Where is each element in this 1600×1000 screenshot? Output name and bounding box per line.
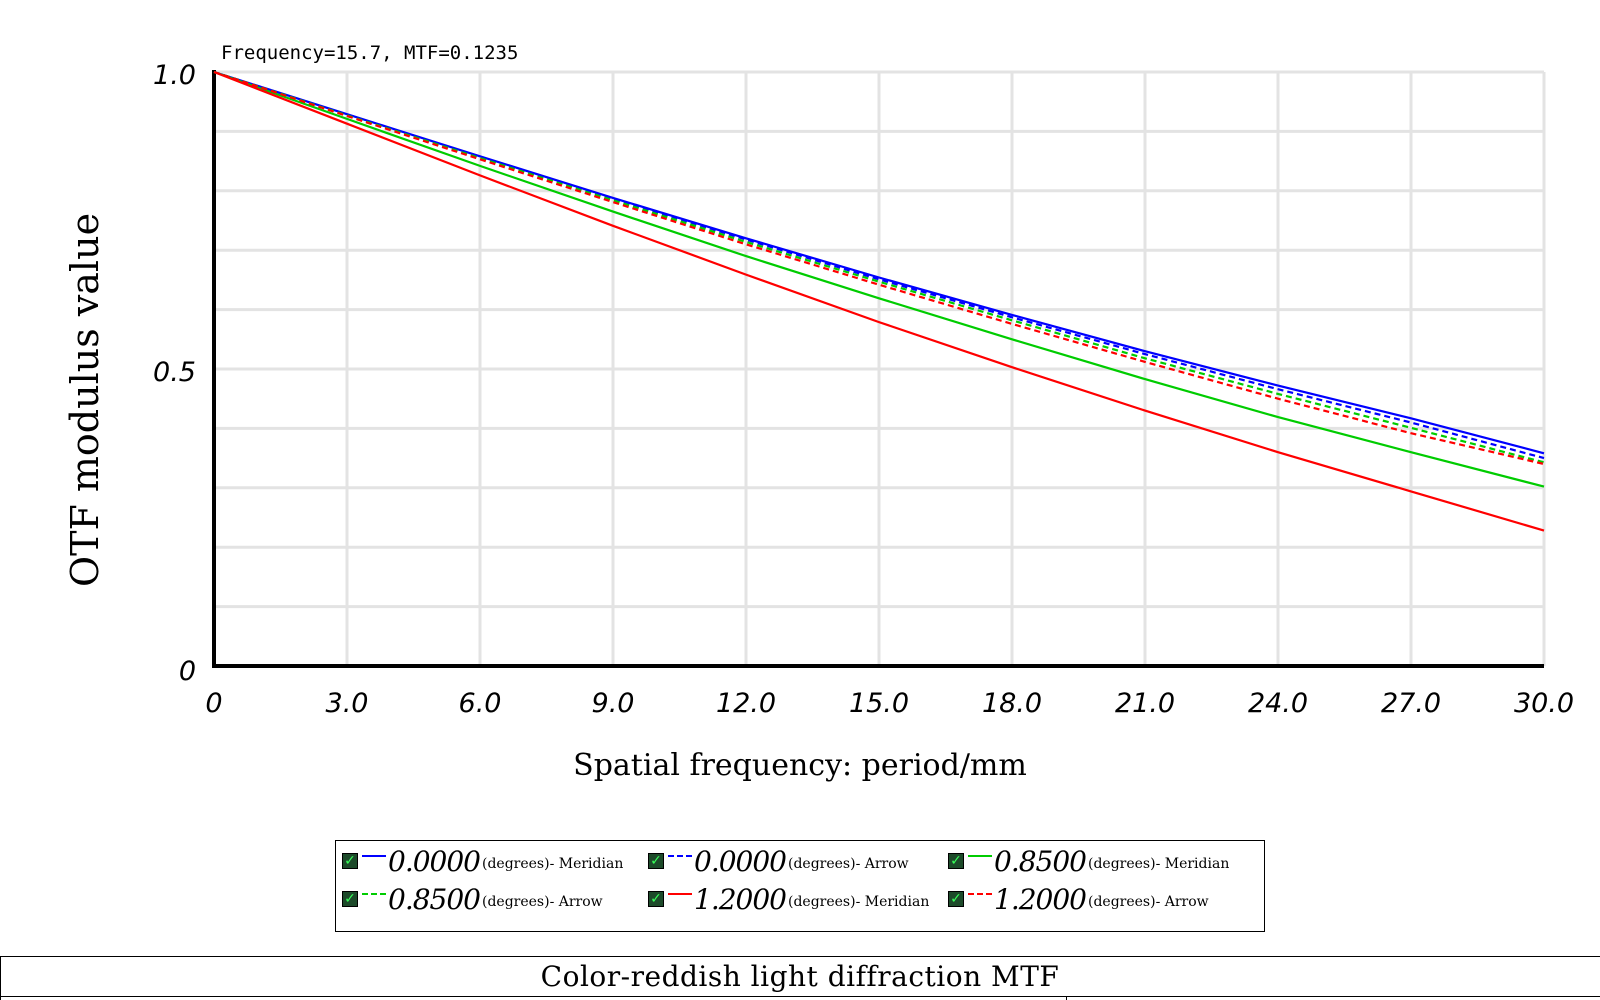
legend-value: 1.2000 <box>994 882 1087 916</box>
legend-checkbox[interactable]: ✓ <box>342 853 358 869</box>
legend-value: 1.2000 <box>694 882 787 916</box>
legend-checkbox[interactable]: ✓ <box>648 891 664 907</box>
table-divider <box>0 996 1600 997</box>
legend-value: 0.8500 <box>994 844 1087 878</box>
legend-description: (degrees)- Meridian <box>481 856 624 872</box>
legend-value: 0.0000 <box>388 844 481 878</box>
legend-checkbox[interactable]: ✓ <box>948 891 964 907</box>
legend-description: (degrees)- Arrow <box>787 856 909 872</box>
x-tick-label: 24.0 <box>1248 688 1308 719</box>
legend-swatch <box>668 855 692 857</box>
results-table-title: Color-reddish light diffraction MTF <box>540 960 1060 993</box>
legend: ✓ 0.0000 (degrees)- Meridian ✓ 0.0000 (degree… <box>335 840 1265 932</box>
legend-swatch <box>968 855 992 857</box>
mtf-chart: Frequency=15.7, MTF=0.1235 0 3.0 6.0 9.0 12.… <box>63 42 1574 783</box>
legend-description: (degrees)- Meridian <box>1087 856 1230 872</box>
legend-swatch <box>362 855 386 857</box>
legend-description: (degrees)- Meridian <box>787 894 930 910</box>
legend-item[interactable]: ✓ 1.2000 (degrees)- Meridian <box>648 881 929 917</box>
legend-checkbox[interactable]: ✓ <box>342 891 358 907</box>
x-tick-label: 0 <box>205 688 222 719</box>
axes <box>212 70 1544 668</box>
legend-description: (degrees)- Arrow <box>1087 894 1209 910</box>
legend-item[interactable]: ✓ 0.8500 (degrees)- Arrow <box>342 881 603 917</box>
x-tick-label: 15.0 <box>849 688 909 719</box>
y-tick-label: 0 <box>179 656 196 687</box>
y-axis-label: OTF modulus value <box>63 213 107 587</box>
legend-value: 0.8500 <box>388 882 481 916</box>
legend-item[interactable]: ✓ 1.2000 (degrees)- Arrow <box>948 881 1209 917</box>
legend-description: (degrees)- Arrow <box>481 894 603 910</box>
series-line-6 <box>213 70 1545 466</box>
x-tick-label: 30.0 <box>1514 688 1574 719</box>
x-tick-label: 18.0 <box>982 688 1042 719</box>
x-tick-label: 9.0 <box>592 688 635 719</box>
x-tick-label: 6.0 <box>459 688 502 719</box>
legend-swatch <box>362 893 386 895</box>
series-line-5 <box>213 70 1545 532</box>
legend-checkbox[interactable]: ✓ <box>648 853 664 869</box>
table-column-divider <box>1066 996 1067 1000</box>
series-lines <box>213 70 1545 532</box>
x-tick-label: 12.0 <box>716 688 776 719</box>
legend-item[interactable]: ✓ 0.0000 (degrees)- Arrow <box>648 843 909 879</box>
x-tick-label: 3.0 <box>326 688 369 719</box>
legend-item[interactable]: ✓ 0.0000 (degrees)- Meridian <box>342 843 623 879</box>
legend-item[interactable]: ✓ 0.8500 (degrees)- Meridian <box>948 843 1229 879</box>
y-tick-label: 1.0 <box>153 60 196 91</box>
cursor-readout: Frequency=15.7, MTF=0.1235 <box>221 42 518 64</box>
series-line-3 <box>213 70 1545 488</box>
tick-labels: 0 3.0 6.0 9.0 12.0 15.0 18.0 21.0 24.0 27.0 30.0 0 0… <box>153 60 1574 719</box>
legend-value: 0.0000 <box>694 844 787 878</box>
x-tick-label: 27.0 <box>1381 688 1441 719</box>
x-tick-label: 21.0 <box>1115 688 1175 719</box>
legend-swatch <box>668 893 692 895</box>
y-tick-label: 0.5 <box>153 357 196 388</box>
legend-swatch <box>968 893 992 895</box>
legend-checkbox[interactable]: ✓ <box>948 853 964 869</box>
x-axis-label: Spatial frequency: period/mm <box>573 748 1027 783</box>
results-table <box>0 956 1600 1000</box>
grid <box>214 70 1546 666</box>
